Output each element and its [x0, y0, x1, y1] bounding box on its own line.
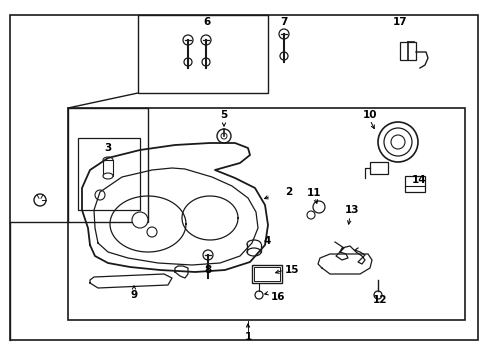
Bar [68, 108, 464, 320]
Circle shape [34, 194, 46, 206]
Circle shape [132, 212, 148, 228]
Circle shape [95, 190, 105, 200]
Text: 17: 17 [392, 17, 407, 27]
Bar [68, 108, 148, 222]
Circle shape [254, 291, 263, 299]
Ellipse shape [246, 248, 261, 256]
Text: 15: 15 [285, 265, 299, 275]
Circle shape [279, 29, 288, 39]
Circle shape [373, 291, 381, 299]
Circle shape [390, 135, 404, 149]
Text: 2: 2 [285, 187, 292, 197]
Bar [399, 42, 415, 60]
Text: 11: 11 [306, 188, 321, 198]
Circle shape [201, 35, 210, 45]
Text: 13: 13 [345, 205, 359, 215]
Circle shape [221, 133, 226, 139]
Circle shape [183, 58, 192, 66]
Text: 10: 10 [362, 110, 376, 120]
Bar [251, 265, 282, 283]
Text: 4: 4 [264, 236, 271, 246]
Circle shape [203, 250, 213, 260]
Text: 16: 16 [270, 292, 285, 302]
Circle shape [383, 128, 411, 156]
Circle shape [312, 201, 325, 213]
Bar [253, 267, 280, 281]
Circle shape [147, 227, 157, 237]
Text: 12: 12 [372, 295, 386, 305]
Text: 14: 14 [411, 175, 426, 185]
Ellipse shape [103, 157, 113, 163]
Bar [103, 160, 113, 176]
Circle shape [377, 122, 417, 162]
Text: 8: 8 [204, 265, 211, 275]
Circle shape [306, 211, 314, 219]
Text: 3: 3 [104, 143, 111, 153]
Ellipse shape [246, 240, 261, 248]
Circle shape [183, 35, 193, 45]
Ellipse shape [103, 173, 113, 179]
Text: 6: 6 [203, 17, 210, 27]
Bar [138, 15, 267, 93]
Text: 9: 9 [130, 290, 137, 300]
FancyBboxPatch shape [404, 176, 424, 192]
Text: 5: 5 [220, 110, 227, 120]
Circle shape [217, 129, 230, 143]
Text: 7: 7 [280, 17, 287, 27]
Circle shape [202, 58, 209, 66]
Bar [369, 162, 387, 174]
Circle shape [280, 52, 287, 60]
Text: 1: 1 [244, 332, 251, 342]
Bar [78, 138, 140, 210]
Bar [246, 244, 261, 252]
